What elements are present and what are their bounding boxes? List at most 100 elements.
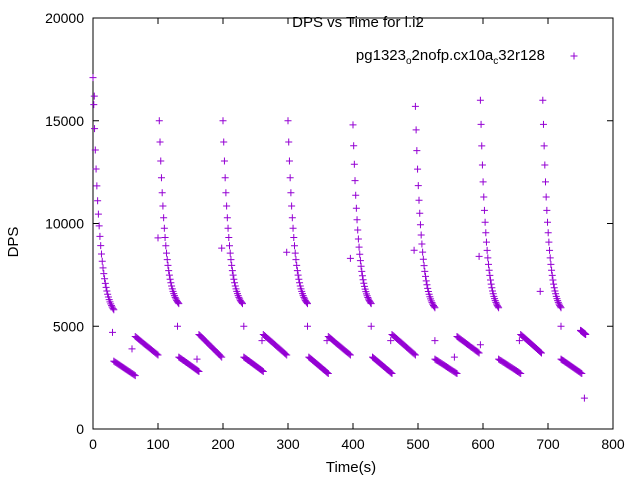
data-point [358, 267, 366, 275]
data-point [164, 261, 172, 269]
legend-marker [570, 52, 578, 60]
data-point [154, 351, 162, 359]
data-point [218, 353, 226, 361]
data-point [155, 117, 163, 125]
data-point [90, 92, 98, 100]
x-tick-label: 200 [211, 436, 235, 452]
data-point [156, 138, 164, 146]
data-point [223, 214, 231, 222]
data-point [226, 242, 233, 250]
data-point [94, 197, 102, 205]
data-point [546, 246, 554, 254]
y-tick-label: 5000 [53, 318, 84, 334]
data-point [285, 138, 293, 146]
x-axis-title: Time(s) [326, 459, 376, 476]
data-point [414, 182, 422, 190]
data-point [416, 221, 424, 229]
data-point [296, 282, 304, 290]
data-point [103, 287, 111, 295]
data-point [494, 303, 502, 311]
data-point [487, 276, 495, 284]
data-point [554, 297, 562, 305]
data-point [557, 322, 565, 330]
data-point [578, 370, 586, 378]
data-point [227, 256, 235, 264]
data-point [367, 322, 375, 330]
data-point [228, 267, 236, 275]
data-point [356, 257, 364, 265]
data-point [128, 345, 136, 353]
data-point [417, 231, 425, 239]
data-point [453, 370, 461, 378]
data-point [545, 238, 553, 246]
data-point [476, 341, 484, 349]
data-point [304, 300, 311, 308]
y-tick-label: 15000 [45, 113, 84, 129]
data-point [91, 146, 99, 154]
data-point [487, 280, 495, 288]
data-point [291, 249, 299, 257]
data-point [346, 254, 354, 262]
data-point [222, 189, 230, 197]
data-point [107, 300, 115, 308]
data-point [543, 206, 551, 214]
data-point [225, 234, 233, 242]
data-point [355, 243, 363, 251]
data-point [90, 101, 98, 109]
data-point [431, 304, 439, 312]
data-point [171, 293, 179, 301]
data-point [165, 267, 173, 275]
data-point [235, 293, 243, 301]
data-point [476, 96, 484, 104]
data-point [288, 202, 296, 210]
data-point [485, 266, 493, 274]
data-point [154, 234, 162, 242]
legend-label-base: pg1323 [356, 47, 406, 64]
data-point [428, 299, 436, 307]
data-point [478, 142, 486, 150]
data-point [414, 165, 422, 173]
data-point [482, 229, 490, 237]
data-point [423, 281, 431, 289]
data-point [223, 202, 231, 210]
data-point [304, 322, 311, 330]
data-point [220, 157, 228, 165]
data-point [548, 271, 556, 279]
legend: pg1323o2nofp.cx10ac32r128 [356, 47, 578, 67]
data-point [163, 256, 171, 264]
data-point [419, 255, 427, 263]
data-point [495, 304, 503, 312]
data-point [107, 302, 115, 310]
data-point [285, 157, 293, 165]
data-point [174, 299, 182, 307]
data-point [218, 244, 226, 252]
data-point [351, 177, 359, 185]
data-point [229, 271, 237, 279]
data-point [95, 222, 103, 230]
data-point [492, 298, 500, 306]
data-point [422, 272, 430, 280]
data-point [352, 191, 360, 199]
data-point [478, 161, 486, 169]
data-point [109, 328, 116, 336]
data-point [284, 117, 292, 125]
data-point [431, 337, 439, 345]
data-point [541, 178, 549, 186]
data-point [295, 275, 303, 283]
data-point [517, 370, 525, 378]
data-point [157, 157, 165, 165]
data-point [489, 287, 497, 295]
data-point [224, 224, 232, 232]
data-point [101, 275, 109, 283]
data-point [300, 293, 308, 301]
data-point [413, 147, 421, 155]
data-point [258, 337, 266, 345]
data-point [94, 210, 102, 218]
x-tick-label: 500 [406, 436, 430, 452]
data-point [540, 142, 548, 150]
data-point [539, 120, 547, 128]
data-point [554, 298, 562, 306]
data-point [97, 242, 105, 250]
y-tick-label: 10000 [45, 216, 84, 232]
data-point [291, 242, 298, 250]
